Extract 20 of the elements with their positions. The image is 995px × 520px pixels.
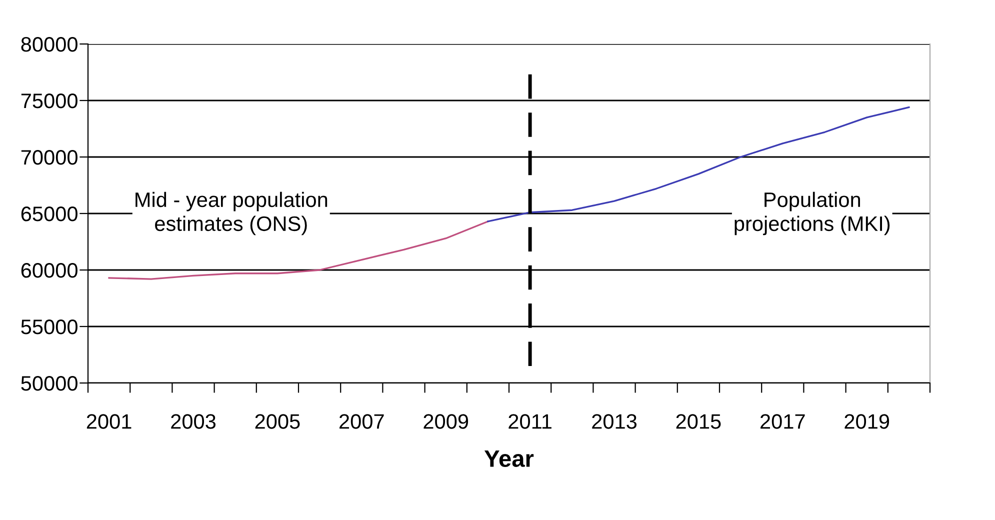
x-tick-label: 2009 [424,414,468,429]
x-tick-label: 2001 [86,414,132,429]
x-tick-label: 2013 [592,414,637,429]
x-tick-label: 2007 [340,414,384,429]
x-axis-title: Year [484,450,534,467]
y-tick-label: 55000 [21,320,78,334]
x-tick-label: 2017 [760,414,805,429]
annotation: Mid - year population estimates (ONS) [136,192,328,236]
annotation: Population projections (MKI) [734,192,890,236]
x-tick-label: 2015 [676,414,721,429]
x-tick-label: 2011 [508,414,552,429]
x-tick-label: 2019 [844,414,890,429]
x-tick-label: 2003 [171,414,216,429]
x-tick-label: 2005 [255,414,300,429]
y-tick-label: 80000 [21,37,78,52]
y-tick-label: 50000 [21,376,78,391]
y-tick-label: 70000 [21,150,78,165]
y-tick-label: 65000 [21,206,78,222]
y-tick-label: 60000 [21,263,78,278]
y-tick-label: 75000 [21,94,78,108]
